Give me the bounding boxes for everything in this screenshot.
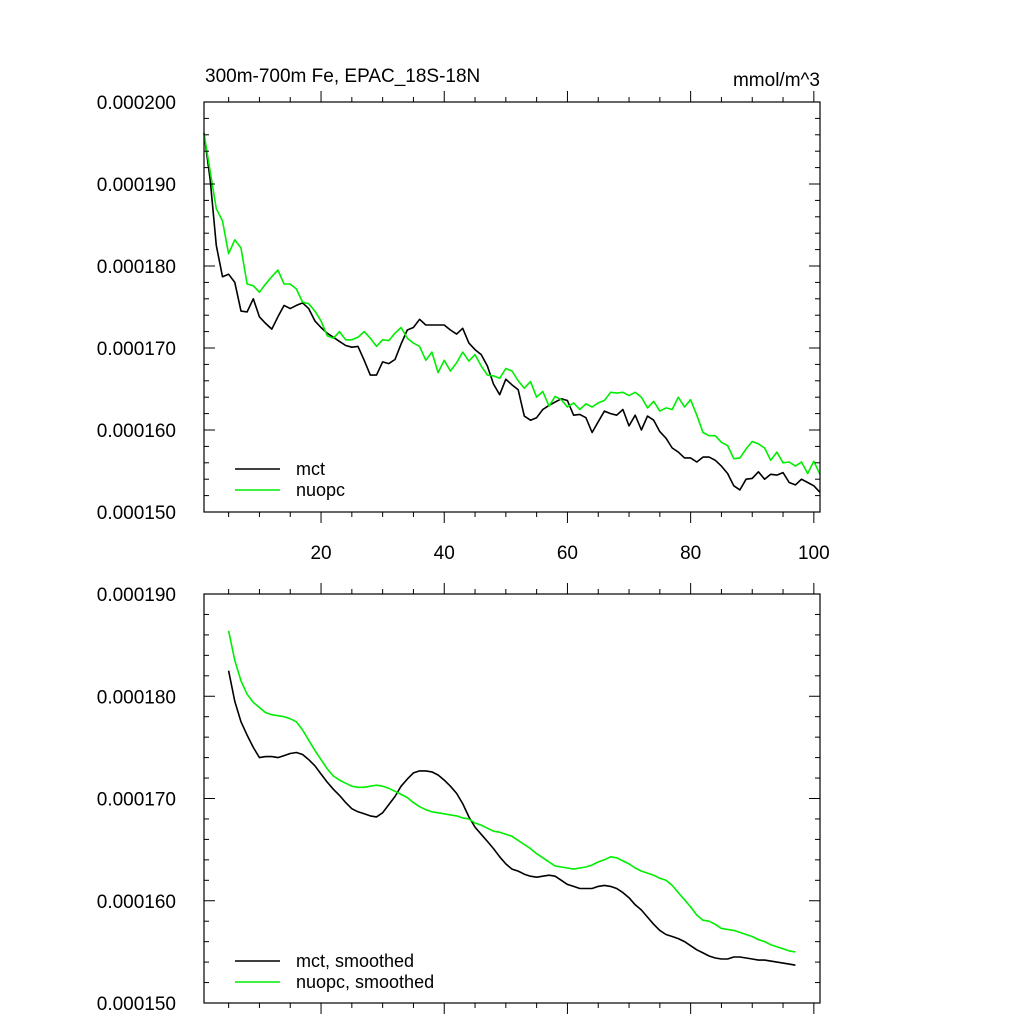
- legend-label-nuopc: nuopc: [296, 480, 345, 500]
- legend-label-mct-smoothed: mct, smoothed: [296, 951, 414, 971]
- series-line-nuopc-smoothed: [227, 630, 796, 953]
- top-panel: 300m-700m Fe, EPAC_18S-18N mmol/m^3 0.00…: [97, 66, 830, 564]
- legend-label-mct: mct: [296, 459, 325, 479]
- plot-frame: [203, 593, 821, 1004]
- chart-units: mmol/m^3: [733, 70, 820, 91]
- y-tick-label: 0.000150: [97, 503, 176, 524]
- bottom-panel: 0.000150 0.000160 0.000170 0.000180 0.000190…: [97, 583, 821, 1015]
- series-line-mct: [203, 133, 821, 493]
- y-tick-label: 0.000180: [97, 687, 176, 708]
- series-line-nuopc: [203, 133, 821, 475]
- y-tick-label: 0.000170: [97, 339, 176, 360]
- y-tick-label: 0.000190: [97, 175, 176, 196]
- plot-frame: [203, 101, 821, 513]
- chart-title: 300m-700m Fe, EPAC_18S-18N: [205, 66, 480, 87]
- x-tick-label: 80: [680, 543, 701, 564]
- x-tick-label: 40: [434, 543, 455, 564]
- y-tick-label: 0.000200: [97, 93, 176, 114]
- y-tick-label: 0.000190: [97, 585, 176, 606]
- y-tick-label: 0.000180: [97, 257, 176, 278]
- y-tick-label: 0.000170: [97, 790, 176, 811]
- x-tick-label: 100: [798, 543, 830, 564]
- legend-label-nuopc-smoothed: nuopc, smoothed: [296, 972, 434, 992]
- x-tick-label: 20: [310, 543, 331, 564]
- x-tick-label: 60: [557, 543, 578, 564]
- y-tick-label: 0.000150: [97, 994, 176, 1015]
- series-line-mct-smoothed: [227, 670, 796, 966]
- y-tick-label: 0.000160: [97, 892, 176, 913]
- y-tick-label: 0.000160: [97, 421, 176, 442]
